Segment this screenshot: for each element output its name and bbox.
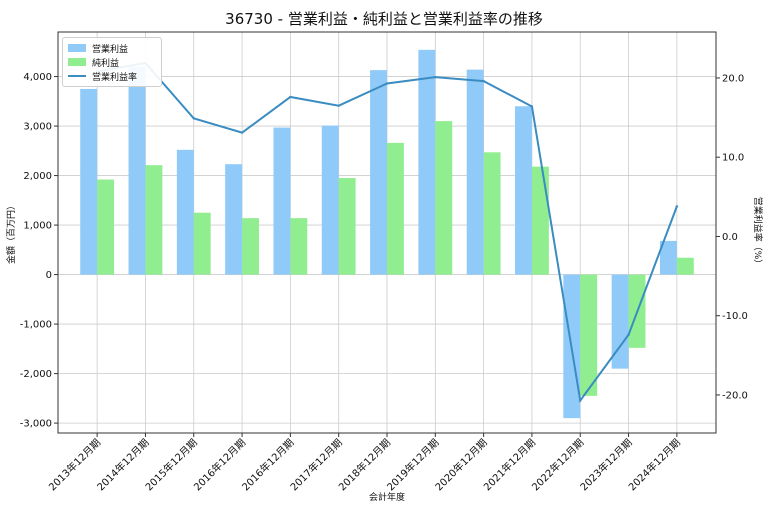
bar-operating-profit [515,106,532,275]
point-operating-margin [385,82,389,85]
legend-label-operating-profit: 営業利益 [92,44,129,55]
chart-title: 36730 - 営業利益・純利益と営業利益率の推移 [225,10,543,28]
point-operating-margin [192,117,195,120]
legend-swatch-operating-profit [68,44,86,52]
bar-operating-profit [225,164,243,275]
bar-operating-profit [466,69,484,275]
bar-operating-profit [659,240,677,275]
x-tick-label: 2021年12月期 [481,436,538,493]
bar-operating-profit [128,66,146,275]
y-right-tick-label: 0.0 [722,232,738,243]
x-tick-label: 2022年12月期 [529,436,586,493]
bar-net-profit [193,212,211,275]
x-tick-label: 2018年12月期 [336,436,393,493]
legend-item-operating-profit: 営業利益 [68,41,156,55]
y-left-tick-label: -3,000 [20,419,52,430]
legend-swatch-operating-margin [68,75,86,77]
y-left-tick-label: 2,000 [23,171,52,182]
x-axis-label: 会計年度 [369,491,405,503]
legend-item-operating-margin: 営業利益率 [68,69,156,83]
y-left-tick-label: -2,000 [20,369,52,380]
bar-net-profit [97,179,115,275]
bar-operating-profit [273,127,291,275]
y-left-axis-label: 金額（百万円） [5,201,17,264]
legend-item-net-profit: 純利益 [68,55,156,69]
bar-net-profit [483,152,501,275]
x-tick-label: 2016年12月期 [191,436,248,493]
y-left-tick-label: 3,000 [23,122,52,133]
bar-net-profit [145,165,163,275]
bar-net-profit [387,142,404,275]
point-operating-margin [530,105,534,108]
bar-operating-profit [418,49,436,275]
x-tick-label: 2019年12月期 [384,436,441,493]
legend-label-net-profit: 純利益 [92,58,120,69]
bar-operating-profit [80,88,98,275]
bar-operating-profit [321,125,339,275]
legend: 営業利益 純利益 営業利益率 [62,37,162,87]
point-operating-margin [240,131,244,134]
y-right-axis-label: 営業利益率（%） [752,197,764,269]
legend-swatch-net-profit [68,58,86,66]
point-operating-margin [627,333,630,336]
point-operating-margin [337,104,340,107]
point-operating-margin [289,95,292,99]
y-left-tick-label: 1,000 [23,221,52,232]
y-right-tick-label: 10.0 [722,153,744,164]
y-left-tick-label: 4,000 [23,72,52,83]
bar-net-profit [242,218,259,275]
x-tick-label: 2017年12月期 [287,436,344,493]
bar-operating-profit [176,149,194,275]
point-operating-margin [482,79,485,83]
bar-net-profit [531,166,549,275]
x-tick-label: 2013年12月期 [46,436,103,493]
bar-net-profit [290,218,308,275]
x-tick-label: 2020年12月期 [432,436,489,493]
y-left-tick-label: 0 [46,270,52,281]
point-operating-margin [675,205,679,208]
x-tick-label: 2015年12月期 [142,436,199,493]
point-operating-margin [579,399,582,402]
x-tick-label: 2023年12月期 [577,436,634,493]
y-right-tick-label: -10.0 [722,311,748,322]
y-right-tick-label: 20.0 [722,73,744,84]
y-left-tick-label: -1,000 [20,320,52,331]
x-tick-label: 2024年12月期 [626,436,683,493]
bar-net-profit [435,121,453,275]
bar-operating-profit [611,274,629,369]
x-tick-label: 2016年12月期 [239,436,296,493]
point-operating-margin [434,75,437,79]
bar-operating-profit [370,70,387,275]
legend-label-operating-margin: 営業利益率 [92,72,138,83]
bar-net-profit [580,274,598,396]
x-tick-label: 2014年12月期 [94,436,151,493]
bar-net-profit [338,178,356,275]
bar-net-profit [676,257,694,275]
y-right-tick-label: -20.0 [722,390,748,401]
